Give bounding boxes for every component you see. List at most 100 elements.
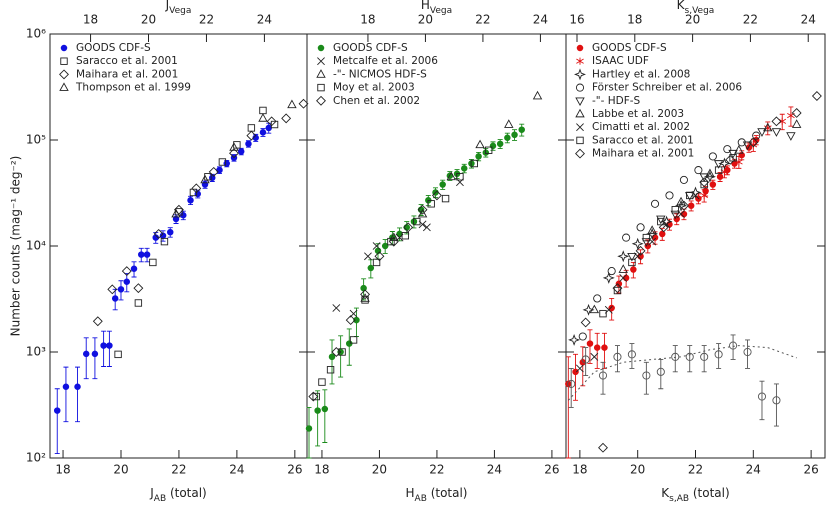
x-tick-label: 18 bbox=[55, 463, 70, 477]
point bbox=[725, 154, 736, 165]
point bbox=[475, 153, 482, 160]
point bbox=[270, 120, 279, 129]
x-tick-label: 18 bbox=[314, 463, 329, 477]
point bbox=[627, 252, 637, 262]
point bbox=[619, 273, 628, 282]
legend-label: Metcalfe et al. 2006 bbox=[333, 55, 438, 67]
point bbox=[114, 350, 122, 359]
point bbox=[117, 286, 125, 293]
point bbox=[305, 425, 313, 432]
point bbox=[387, 237, 395, 246]
x-tick-label: 26 bbox=[803, 463, 818, 477]
point bbox=[360, 293, 370, 302]
point bbox=[622, 233, 631, 242]
x-axis-label: Ks,AB (total) bbox=[661, 486, 729, 504]
point bbox=[153, 228, 164, 239]
legend-label: Saracco et al. 2001 bbox=[76, 55, 178, 67]
legend-symbol bbox=[317, 44, 325, 52]
legend-symbol bbox=[316, 69, 326, 78]
point bbox=[229, 148, 239, 159]
point bbox=[121, 266, 132, 277]
x-tick-label: 22 bbox=[171, 463, 186, 477]
x-axis-label-part: (total) bbox=[166, 486, 207, 500]
point bbox=[160, 237, 169, 246]
point bbox=[713, 160, 724, 169]
legend-symbol bbox=[575, 97, 585, 107]
point bbox=[403, 222, 414, 233]
point bbox=[601, 344, 608, 351]
point bbox=[475, 139, 485, 149]
point bbox=[679, 175, 688, 184]
y-tick-label: 10⁶ bbox=[26, 27, 46, 41]
x-tick-label: 20 bbox=[113, 463, 128, 477]
legend-symbol bbox=[574, 68, 586, 81]
point bbox=[602, 271, 615, 284]
point bbox=[598, 442, 608, 453]
point bbox=[575, 364, 584, 373]
point bbox=[364, 252, 372, 261]
point bbox=[187, 197, 194, 204]
point bbox=[650, 199, 660, 208]
point bbox=[658, 222, 669, 233]
x-axis-label-part: (total) bbox=[427, 486, 468, 500]
point bbox=[700, 180, 708, 189]
point bbox=[631, 237, 644, 250]
point bbox=[791, 107, 802, 118]
x2-tick-label: 18 bbox=[360, 13, 375, 27]
point bbox=[312, 392, 320, 401]
point bbox=[259, 129, 267, 136]
y-axis-label: Number counts (mag⁻¹ deg⁻²) bbox=[9, 156, 23, 337]
point bbox=[417, 208, 428, 218]
error-bar bbox=[614, 345, 620, 373]
point bbox=[360, 289, 371, 300]
error-bar bbox=[658, 359, 664, 390]
error-bar bbox=[629, 343, 635, 369]
point bbox=[656, 367, 665, 376]
point bbox=[106, 342, 113, 349]
point bbox=[729, 341, 738, 350]
point bbox=[218, 158, 227, 166]
point bbox=[615, 280, 623, 288]
legend-symbol bbox=[576, 136, 584, 145]
x-axis-label-part: K bbox=[661, 486, 670, 500]
point bbox=[581, 355, 590, 364]
x2-tick-label: 22 bbox=[743, 13, 758, 27]
x-tick-label: 22 bbox=[688, 463, 703, 477]
point bbox=[107, 284, 118, 295]
point bbox=[229, 142, 239, 151]
x2-axis-label-part: H bbox=[421, 0, 430, 12]
point bbox=[361, 296, 369, 304]
error-bar bbox=[600, 361, 606, 395]
point bbox=[709, 181, 717, 188]
error-bar bbox=[92, 337, 98, 380]
point bbox=[647, 225, 657, 234]
point bbox=[572, 368, 579, 376]
point bbox=[332, 304, 341, 312]
point bbox=[321, 405, 329, 413]
error-bar bbox=[594, 332, 600, 369]
point bbox=[743, 347, 752, 357]
point bbox=[716, 173, 724, 181]
x2-tick-label: 20 bbox=[685, 13, 700, 27]
point bbox=[441, 194, 450, 203]
y-tick-label: 10² bbox=[26, 451, 46, 465]
legend-symbol bbox=[60, 57, 68, 65]
x-tick-label: 22 bbox=[429, 463, 444, 477]
point bbox=[338, 348, 346, 356]
point bbox=[607, 267, 616, 276]
x-axis-label-part: H bbox=[406, 486, 415, 500]
legend-symbol bbox=[317, 83, 325, 92]
point bbox=[612, 283, 623, 294]
error-bar bbox=[338, 335, 344, 378]
legend-symbol bbox=[575, 83, 585, 92]
x2-axis-label-part: Vega bbox=[169, 6, 191, 16]
x-axis-label-part: AB bbox=[415, 494, 427, 504]
point bbox=[318, 378, 326, 386]
point bbox=[670, 210, 680, 220]
point bbox=[331, 347, 342, 357]
point bbox=[590, 352, 599, 361]
legend-label: GOODS CDF-S bbox=[592, 42, 667, 54]
point bbox=[489, 142, 497, 150]
point bbox=[618, 264, 628, 273]
error-bar bbox=[643, 361, 649, 395]
